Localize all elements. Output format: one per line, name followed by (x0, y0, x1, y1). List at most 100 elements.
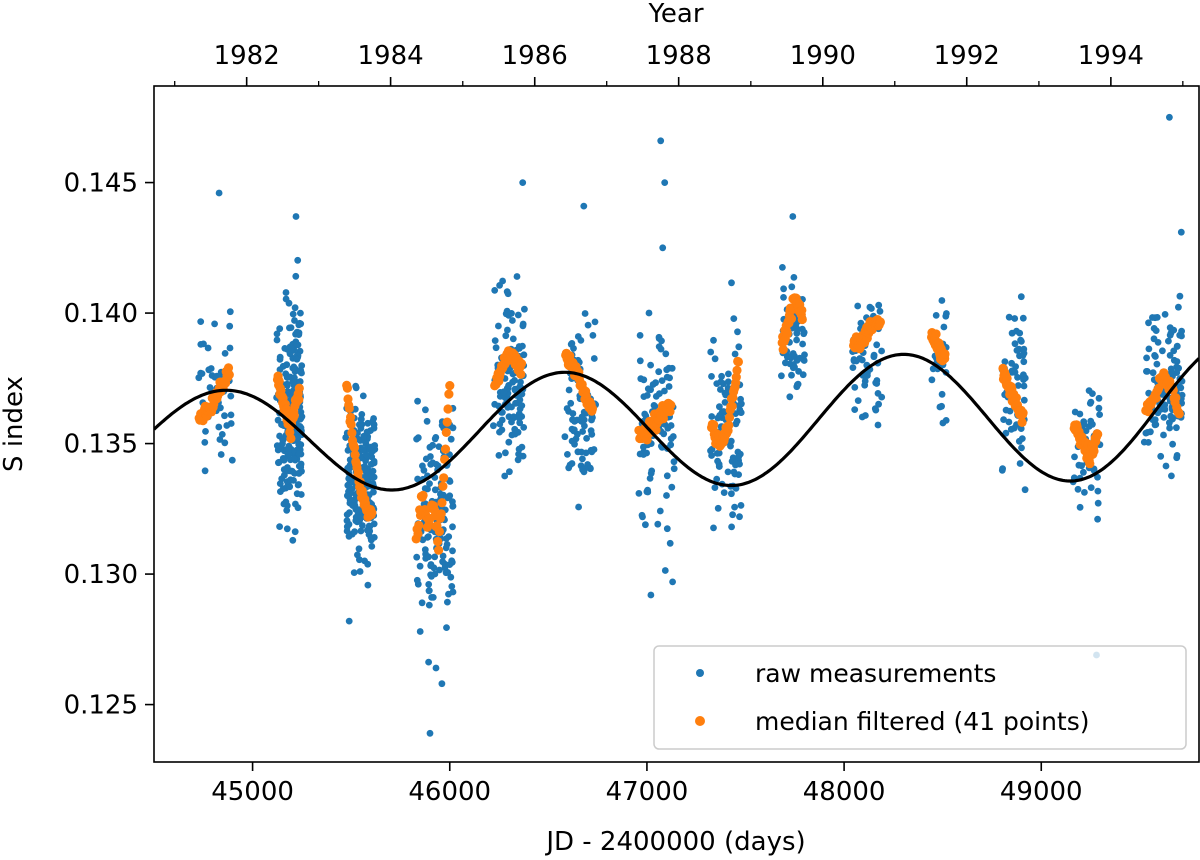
raw-point (641, 410, 649, 418)
raw-point (669, 578, 676, 586)
raw-point (663, 373, 671, 381)
raw-point (1005, 313, 1013, 321)
raw-point (656, 390, 663, 397)
median-point (444, 389, 454, 399)
raw-point (282, 295, 290, 303)
median-point (413, 529, 423, 539)
raw-point (444, 598, 451, 606)
raw-point (426, 729, 434, 737)
raw-point (221, 439, 229, 447)
raw-point (590, 355, 598, 362)
median-point (346, 419, 356, 430)
legend-box (653, 645, 1187, 750)
median-point (436, 509, 446, 519)
median-point (347, 428, 357, 438)
raw-point (226, 344, 234, 352)
raw-point (1018, 444, 1025, 452)
median-point (666, 400, 676, 410)
raw-point (515, 414, 523, 422)
raw-point (725, 370, 732, 378)
raw-point (707, 348, 715, 356)
raw-point (1173, 454, 1181, 462)
raw-point (346, 464, 354, 472)
raw-point (276, 325, 284, 333)
median-point (724, 420, 734, 430)
raw-point (491, 287, 499, 294)
raw-point (510, 413, 518, 421)
raw-point (425, 587, 433, 595)
median-point (1174, 409, 1184, 419)
raw-point (721, 399, 729, 406)
raw-point (666, 539, 674, 547)
raw-point (414, 397, 421, 405)
y-axis-title: S index (0, 376, 29, 472)
raw-point (661, 567, 669, 574)
raw-point (1071, 453, 1078, 461)
raw-point (286, 483, 294, 491)
raw-point (736, 513, 743, 521)
x-tick-label: 46000 (408, 777, 491, 807)
year-tick-label: 1990 (790, 41, 856, 71)
raw-point (717, 378, 725, 386)
median-point (344, 403, 354, 413)
raw-point (490, 422, 497, 430)
raw-point (1160, 414, 1168, 421)
raw-point (646, 475, 654, 482)
raw-point (449, 502, 457, 510)
raw-point (794, 380, 802, 388)
median-point (1085, 459, 1095, 469)
raw-point (1016, 460, 1024, 467)
raw-point (720, 489, 728, 496)
raw-point (1149, 369, 1157, 377)
raw-point (1087, 484, 1095, 491)
raw-point (284, 373, 292, 380)
raw-point (1017, 293, 1025, 301)
raw-point (738, 400, 745, 408)
raw-point (728, 279, 735, 287)
median-point (778, 345, 788, 355)
raw-point (790, 274, 798, 281)
y-tick-label: 0.140 (64, 299, 138, 329)
raw-point (492, 344, 500, 352)
raw-point (778, 372, 785, 380)
raw-point (731, 503, 738, 511)
raw-point (570, 427, 578, 435)
raw-point (1089, 420, 1096, 428)
median-point (445, 381, 455, 391)
raw-point (364, 560, 372, 568)
raw-point (580, 202, 588, 210)
raw-point (857, 319, 865, 327)
raw-point (661, 179, 669, 187)
raw-point (659, 244, 667, 252)
raw-point (643, 392, 651, 399)
raw-point (286, 324, 293, 332)
raw-point (1002, 429, 1010, 437)
raw-point (1011, 340, 1019, 348)
raw-point (1165, 337, 1172, 345)
raw-point (295, 450, 303, 458)
raw-point (1152, 353, 1159, 360)
raw-point (1095, 394, 1103, 402)
raw-point (519, 179, 527, 187)
raw-point (789, 350, 797, 357)
raw-point (728, 523, 735, 531)
median-point (353, 468, 363, 478)
median-point (274, 376, 284, 386)
y-tick-label: 0.130 (64, 560, 138, 590)
raw-point (288, 345, 296, 353)
raw-point (938, 390, 946, 398)
raw-point (1151, 421, 1159, 429)
plot-frame (153, 85, 1200, 763)
legend-median-label: median filtered (41 points) (755, 707, 1090, 736)
raw-point (443, 624, 450, 631)
raw-point (446, 478, 454, 485)
raw-point (519, 322, 527, 330)
raw-point (1076, 503, 1084, 511)
raw-point (669, 433, 677, 440)
raw-point (1140, 438, 1148, 446)
raw-point (425, 533, 432, 540)
raw-point (872, 406, 880, 414)
raw-point (1020, 376, 1027, 383)
raw-point (422, 455, 430, 463)
raw-point (291, 317, 298, 324)
